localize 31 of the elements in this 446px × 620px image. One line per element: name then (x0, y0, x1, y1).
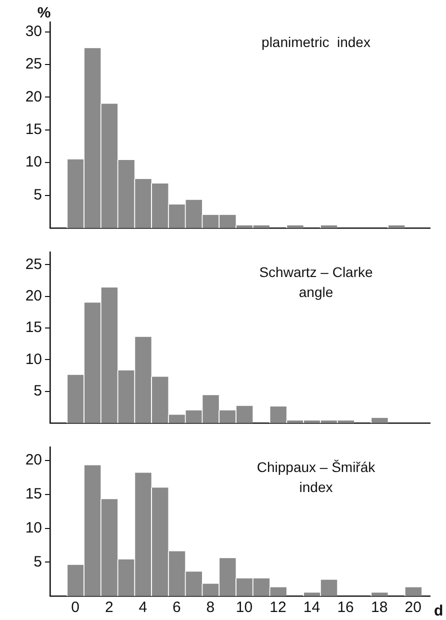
y-tick-label: 10 (25, 519, 42, 536)
x-tick-label: 2 (104, 599, 114, 616)
y-tick-label: 20 (25, 88, 42, 106)
x-tick-label: 16 (337, 599, 354, 616)
y-tick-label: 20 (25, 287, 42, 304)
x-tick-label: 18 (370, 599, 388, 616)
x-tick-label: 8 (206, 599, 215, 616)
text: planimetric index (262, 34, 370, 50)
x-tick-label: 4 (138, 599, 148, 616)
y-tick-label: 30 (25, 22, 42, 40)
x-tick-label: 10 (236, 599, 253, 616)
x-tick-label: 0 (71, 599, 80, 616)
y-tick-label: 5 (34, 382, 42, 400)
y-tick-label: 15 (25, 486, 42, 503)
y-tick-label: 5 (34, 186, 42, 204)
y-tick-label: 25 (25, 56, 42, 73)
y-tick-label: 15 (25, 121, 42, 138)
y-tick-label: 20 (25, 452, 42, 469)
x-tick-label: 6 (172, 599, 181, 616)
y-tick-label: 15 (25, 319, 42, 336)
y-tick-label: 25 (25, 256, 42, 273)
y-axis-title: % (37, 4, 51, 22)
y-tick-label: 10 (25, 350, 42, 368)
x-tick-label: 12 (270, 599, 286, 616)
text: Schwartz – Clarke angle (259, 264, 374, 300)
text: Chippaux – Šmiřák index (256, 458, 376, 495)
x-tick-label: 20 (404, 599, 422, 616)
y-tick-label: 5 (34, 553, 42, 570)
x-tick-label: 14 (303, 599, 320, 616)
x-axis-title: d (434, 602, 444, 620)
y-tick-label: 10 (25, 154, 42, 171)
